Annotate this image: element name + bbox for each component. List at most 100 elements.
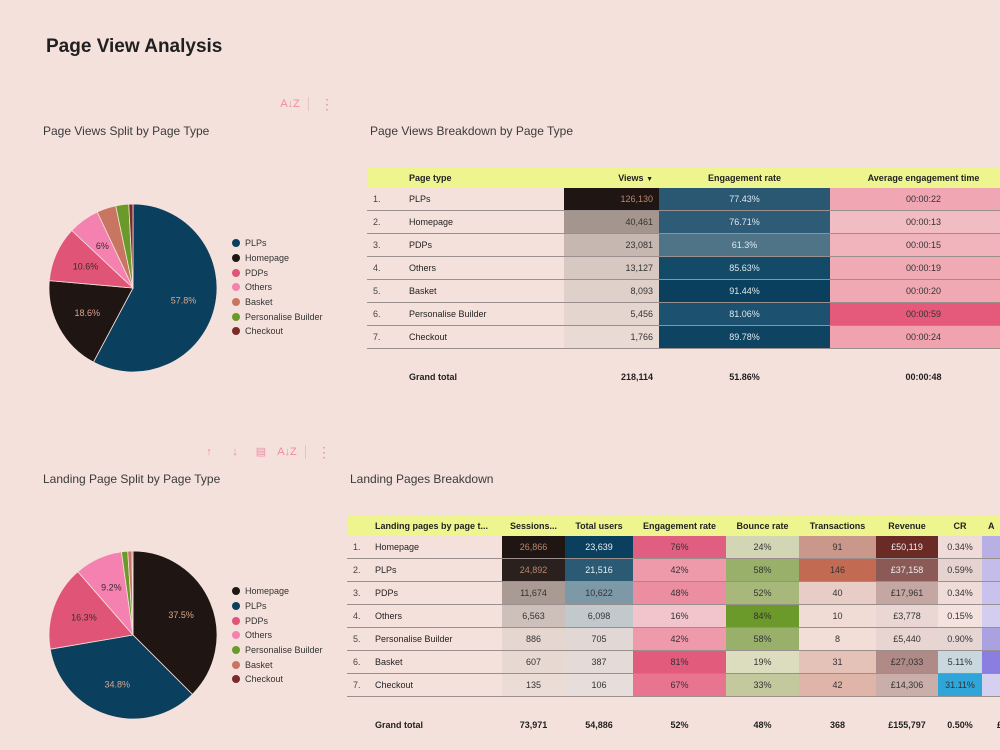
pie-slice-homepage[interactable] xyxy=(132,550,218,695)
cell-revenue: £27,033 xyxy=(876,650,938,674)
header-extra[interactable]: A xyxy=(982,515,1000,536)
cell-landing-page-type: Homepage xyxy=(369,536,502,559)
cell-avg-engagement-time: 00:00:13 xyxy=(830,210,1000,234)
legend-swatch xyxy=(232,646,240,655)
total-index xyxy=(347,711,369,739)
cell-engagement-rate: 81.06% xyxy=(659,302,830,326)
cell-sessions: 26,866 xyxy=(502,536,565,559)
table-row[interactable]: 7. Checkout 135 106 67% 33% 42 £14,306 31.11% xyxy=(347,673,1000,697)
header-index xyxy=(367,167,403,188)
legend-item[interactable]: PLPs xyxy=(232,236,323,251)
table-row[interactable]: 3. PDPs 23,081 61.3% 00:00:15 xyxy=(367,233,1000,257)
cell-bounce-rate: 19% xyxy=(726,650,799,674)
cell-page-type: PLPs xyxy=(403,188,564,211)
legend-item[interactable]: Personalise Builder xyxy=(232,643,323,658)
table-row[interactable]: 7. Checkout 1,766 89.78% 00:00:24 xyxy=(367,325,1000,349)
row-index: 4. xyxy=(347,604,369,628)
cell-transactions: 146 xyxy=(799,558,876,582)
pie-slice-pdps[interactable] xyxy=(48,571,134,650)
cell-landing-page-type: Personalise Builder xyxy=(369,627,502,651)
cell-avg-engagement-time: 00:00:15 xyxy=(830,233,1000,257)
legend-item[interactable]: Others xyxy=(232,628,323,643)
spacer-cell xyxy=(369,697,502,712)
pie-slice-homepage[interactable] xyxy=(48,280,134,363)
cell-avg-engagement-time: 00:00:24 xyxy=(830,325,1000,349)
header-transactions[interactable]: Transactions xyxy=(799,515,876,536)
header-avg-engagement-time[interactable]: Average engagement time xyxy=(830,167,1000,188)
pie-title-landing: Landing Page Split by Page Type xyxy=(43,472,221,486)
legend-item[interactable]: Others xyxy=(232,280,323,295)
table-row[interactable]: 3. PDPs 11,674 10,622 48% 52% 40 £17,961 0.34% xyxy=(347,581,1000,605)
header-views[interactable]: Views ▼ xyxy=(564,167,659,188)
header-engagement-rate[interactable]: Engagement rate xyxy=(633,515,726,536)
legend-label: Homepage xyxy=(245,253,290,264)
legend-item[interactable]: Checkout xyxy=(232,672,323,687)
pie-slice-checkout[interactable] xyxy=(131,550,134,636)
table-row[interactable]: 1. Homepage 26,866 23,639 76% 24% 91 £50,119 0.3… xyxy=(347,536,1000,559)
table-row[interactable]: 5. Basket 8,093 91.44% 00:00:20 xyxy=(367,279,1000,303)
pie-chart-landing[interactable]: 37.5% 34.8% 16.3% 9.2% xyxy=(48,550,218,720)
spacer-cell xyxy=(564,349,659,364)
cell-sessions: 6,563 xyxy=(502,604,565,628)
cell-engagement-rate: 76.71% xyxy=(659,210,830,234)
table-row[interactable]: 6. Personalise Builder 5,456 81.06% 00:00:59 xyxy=(367,302,1000,326)
pie-slice-checkout[interactable] xyxy=(128,203,134,289)
table-row[interactable]: 2. PLPs 24,892 21,516 42% 58% 146 £37,158 0.59% xyxy=(347,558,1000,582)
cell-cr: 5.11% xyxy=(938,650,982,674)
legend-item[interactable]: Homepage xyxy=(232,584,323,599)
header-revenue[interactable]: Revenue xyxy=(876,515,938,536)
legend-swatch xyxy=(232,602,240,611)
cell-bounce-rate: 58% xyxy=(726,558,799,582)
chart-icon[interactable]: ▤ xyxy=(255,446,267,458)
legend-item[interactable]: Checkout xyxy=(232,324,323,339)
header-sessions[interactable]: Sessions... xyxy=(502,515,565,536)
table-row[interactable]: 4. Others 6,563 6,098 16% 84% 10 £3,778 0.15% xyxy=(347,604,1000,628)
row-index: 5. xyxy=(367,279,403,303)
spacer-cell xyxy=(726,697,799,712)
total-transactions: 368 xyxy=(829,720,846,730)
legend-item[interactable]: PDPs xyxy=(232,265,323,280)
table-row[interactable]: 1. PLPs 126,130 77.43% 00:00:22 xyxy=(367,188,1000,211)
arrow-up-icon[interactable]: ↑ xyxy=(206,446,212,458)
header-total-users[interactable]: Total users xyxy=(565,515,633,536)
table-row[interactable]: 5. Personalise Builder 886 705 42% 58% 8 £5,440… xyxy=(347,627,1000,651)
header-views-label: Views xyxy=(618,172,644,183)
header-cr[interactable]: CR xyxy=(938,515,982,536)
header-engagement-rate[interactable]: Engagement rate xyxy=(659,167,830,188)
table-row[interactable]: 2. Homepage 40,461 76.71% 00:00:13 xyxy=(367,210,1000,234)
pie-chart-page-views[interactable]: 57.8% 18.6% 10.6% 6% xyxy=(48,203,218,373)
legend-swatch xyxy=(232,675,240,684)
legend-item[interactable]: Basket xyxy=(232,295,323,310)
legend-item[interactable]: PDPs xyxy=(232,613,323,628)
table-row[interactable]: 6. Basket 607 387 81% 19% 31 £27,033 5.11% xyxy=(347,650,1000,674)
legend-item[interactable]: PLPs xyxy=(232,599,323,614)
more-vert-icon[interactable]: ⋮ xyxy=(317,444,331,460)
header-page-type[interactable]: Page type xyxy=(403,167,564,188)
header-bounce-rate[interactable]: Bounce rate xyxy=(726,515,799,536)
legend-label: Personalise Builder xyxy=(245,311,323,322)
cell-page-type: Homepage xyxy=(403,210,564,234)
sort-az-icon[interactable]: A↓Z xyxy=(277,446,297,458)
legend-item[interactable]: Basket xyxy=(232,657,323,672)
cell-transactions: 10 xyxy=(799,604,876,628)
sort-desc-icon[interactable]: ▼ xyxy=(646,175,653,183)
table-row[interactable]: 4. Others 13,127 85.63% 00:00:19 xyxy=(367,256,1000,280)
more-vert-icon[interactable]: ⋮ xyxy=(320,96,334,112)
legend-item[interactable]: Personalise Builder xyxy=(232,309,323,324)
cell-avg-engagement-time: 00:00:20 xyxy=(830,279,1000,303)
sort-az-icon[interactable]: A↓Z xyxy=(280,98,300,110)
legend-item[interactable]: Homepage xyxy=(232,251,323,266)
header-landing-page-type[interactable]: Landing pages by page t... xyxy=(369,515,502,536)
legend-swatch xyxy=(232,327,240,336)
legend-swatch xyxy=(232,616,240,625)
cell-extra xyxy=(982,581,1000,605)
pie-slice-plps[interactable] xyxy=(49,634,193,720)
cell-transactions: 8 xyxy=(799,627,876,651)
row-index: 3. xyxy=(347,581,369,605)
total-avg-engagement-time: 00:00:48 xyxy=(905,372,942,382)
cell-landing-page-type: PDPs xyxy=(369,581,502,605)
cell-page-type: PDPs xyxy=(403,233,564,257)
arrow-down-icon[interactable]: ↓ xyxy=(232,446,238,458)
landing-pages-table: Landing pages by page t... Sessions... T… xyxy=(347,515,1000,739)
pie-slice-plps[interactable] xyxy=(92,203,218,373)
